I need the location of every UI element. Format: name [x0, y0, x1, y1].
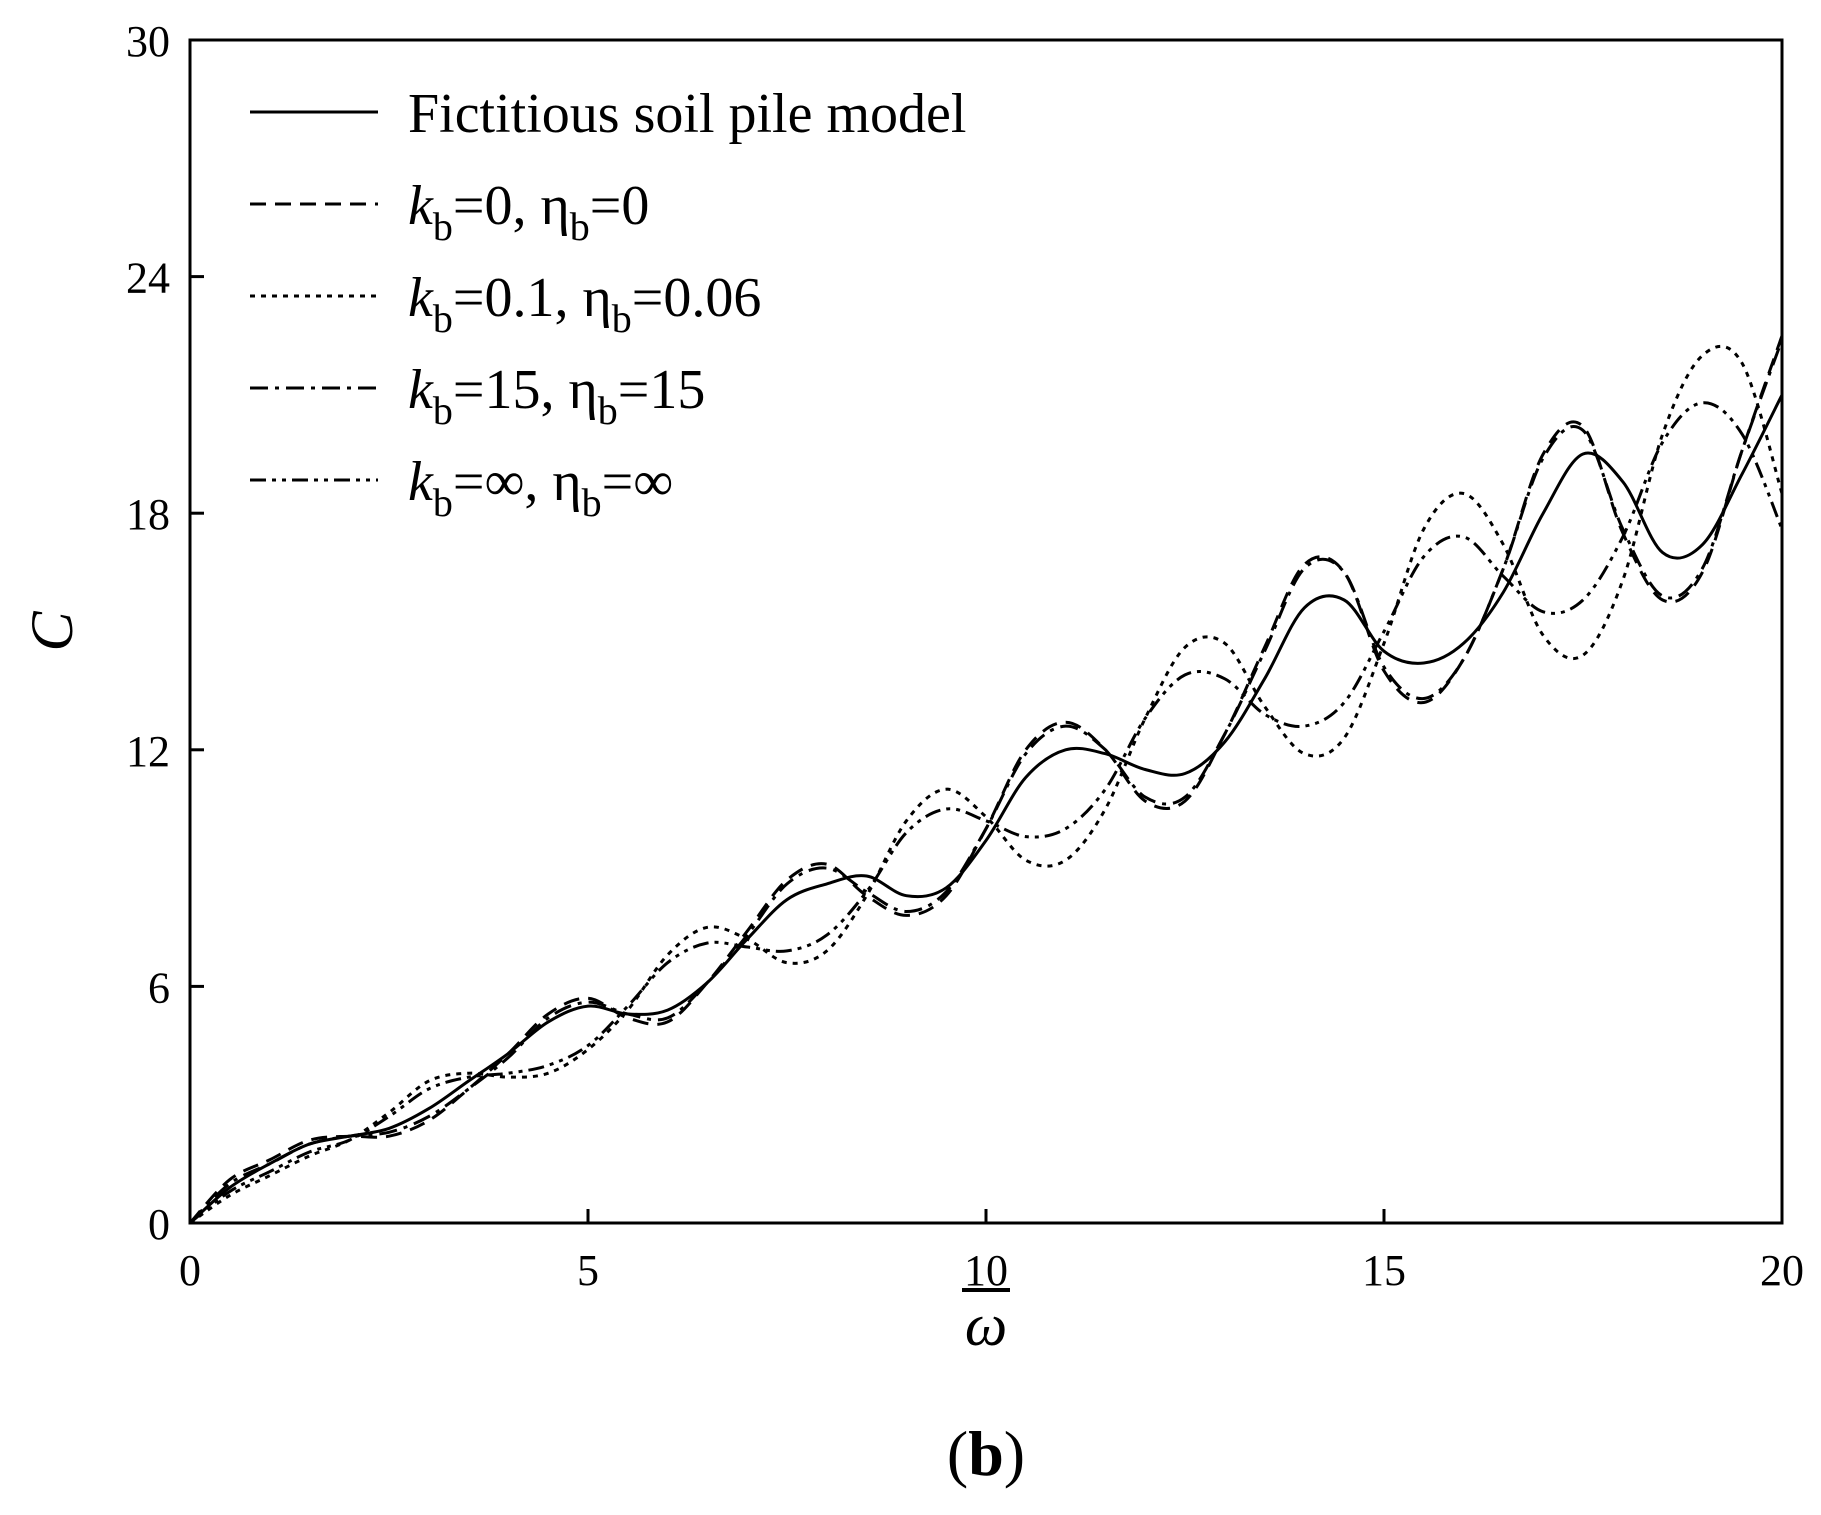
- panel-label-letter: b: [968, 1418, 1004, 1489]
- legend-text-part: Fictitious soil pile model: [408, 83, 966, 145]
- legend-text-part: =∞: [602, 451, 674, 513]
- legend-text-part: k: [408, 359, 434, 421]
- x-tick-label: 5: [577, 1246, 599, 1295]
- legend-text-part: k: [408, 267, 434, 329]
- legend-subscript: b: [598, 388, 618, 433]
- legend-text-part: =0.1, η: [453, 267, 612, 329]
- x-tick-label: 15: [1362, 1246, 1406, 1295]
- legend-text-part: =0, η: [453, 175, 570, 237]
- series-line-3: [189, 344, 1784, 1225]
- panel-label: (b): [947, 1418, 1025, 1489]
- legend-subscript: b: [433, 388, 453, 433]
- x-axis-title-group: ω: [962, 1288, 1010, 1358]
- legend-label-3: kb=0.1, ηb=0.06: [408, 267, 761, 341]
- series-line-5: [189, 401, 1784, 1225]
- y-tick-label: 24: [126, 254, 170, 303]
- legend-text-part: k: [408, 175, 434, 237]
- legend-subscript: b: [582, 480, 602, 525]
- legend-label-4: kb=15, ηb=15: [408, 359, 705, 433]
- series-line-4: [188, 339, 1784, 1225]
- legend-text-part: =15: [618, 359, 706, 421]
- y-tick-label: 6: [148, 963, 170, 1012]
- legend-subscript: b: [612, 296, 632, 341]
- y-tick-label: 30: [126, 17, 170, 66]
- x-axis-title: ω: [965, 1292, 1007, 1358]
- legend-text-part: =∞, η: [453, 451, 582, 513]
- x-tick-label: 0: [179, 1246, 201, 1295]
- legend-subscript: b: [433, 296, 453, 341]
- y-tick-label: 0: [148, 1200, 170, 1249]
- y-axis-title: C: [19, 611, 85, 652]
- y-tick-label: 18: [126, 490, 170, 539]
- series-layer: [188, 335, 1784, 1225]
- y-tick-label: 12: [126, 727, 170, 776]
- legend-text-part: k: [408, 451, 434, 513]
- legend-label-5: kb=∞, ηb=∞: [408, 451, 673, 525]
- tick-layer: 0 5 10 15 20 0 6 12 18 24 30: [126, 17, 1804, 1295]
- series-line-1: [189, 394, 1784, 1225]
- x-tick-label: 10: [964, 1246, 1008, 1295]
- legend-label-1: Fictitious soil pile model: [408, 83, 966, 145]
- x-tick-label: 20: [1760, 1246, 1804, 1295]
- legend-text-part: =15, η: [453, 359, 598, 421]
- legend-subscript: b: [570, 204, 590, 249]
- legend-text-part: =0.06: [632, 267, 762, 329]
- legend-text-part: =0: [590, 175, 650, 237]
- legend-subscript: b: [433, 480, 453, 525]
- legend-label-2: kb=0, ηb=0: [408, 175, 649, 249]
- panel-label-close: ): [1004, 1418, 1025, 1489]
- panel-label-open: (: [947, 1418, 968, 1489]
- legend-subscript: b: [433, 204, 453, 249]
